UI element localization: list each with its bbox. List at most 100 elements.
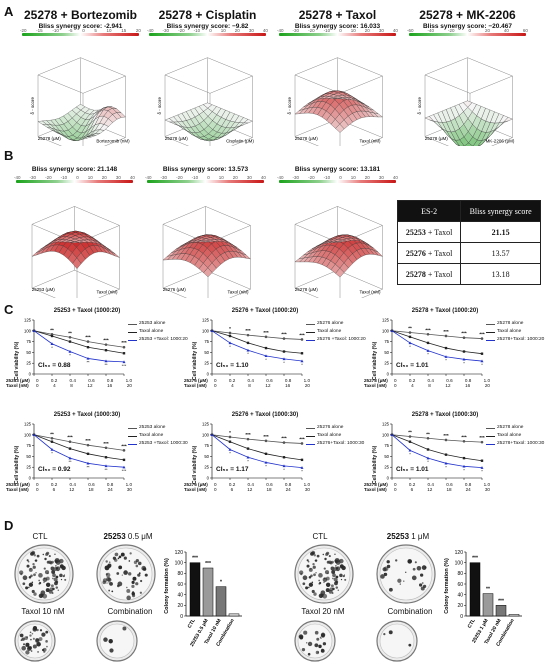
z-axis-label: δ - score xyxy=(287,96,292,114)
significance-marker: *** xyxy=(498,598,504,604)
data-point xyxy=(264,346,268,350)
colony xyxy=(31,589,35,594)
data-point xyxy=(264,460,268,464)
tick-label: -30 xyxy=(292,175,300,180)
box-edge xyxy=(491,137,513,146)
colony xyxy=(328,555,331,558)
line-chart-title: 25253 + Taxol (1000:20) xyxy=(53,308,121,314)
tick-label: 20 xyxy=(135,28,141,33)
colony xyxy=(335,586,339,589)
y-tick-label: 100 xyxy=(382,432,390,437)
significance-marker: *** xyxy=(85,438,91,443)
colony xyxy=(29,631,32,634)
data-point xyxy=(50,342,54,345)
table-header-cell: Bliss synergy score xyxy=(460,200,541,222)
dose-row: Taxol (nM) 0 6 12 18 24 30 xyxy=(6,487,132,492)
colony xyxy=(45,582,51,587)
tick-label: 40 xyxy=(392,175,398,180)
colony xyxy=(54,553,56,555)
colony xyxy=(320,648,325,653)
synergy-surface-plot: Bortezomib (nM) 25278 (μM) δ - score xyxy=(30,57,130,146)
colony xyxy=(132,576,137,581)
box-edge xyxy=(205,206,251,226)
colony xyxy=(52,573,56,578)
y-tick-label: 125 xyxy=(382,318,390,323)
colony xyxy=(53,577,58,582)
data-point xyxy=(228,341,232,345)
colony xyxy=(137,573,141,577)
tick-label: -40 xyxy=(14,175,21,180)
significance-marker: *** xyxy=(443,329,449,334)
dose-value: 6 xyxy=(230,487,234,492)
dose-value: 20 xyxy=(126,383,132,388)
dose-value: 12 xyxy=(427,487,433,492)
legend-label: 25276 +Taxol: 1000:20 xyxy=(317,337,366,342)
y-tick-label: 100 xyxy=(202,328,210,333)
y-tick-label: 120 xyxy=(455,550,464,556)
legend-swatch xyxy=(306,331,315,333)
significance-marker: * xyxy=(301,362,303,367)
colony xyxy=(26,559,29,562)
synergy-surface-plot: Taxol (nM) 25278 (μM) δ - score xyxy=(287,57,383,146)
box-edge xyxy=(467,57,513,77)
colony xyxy=(51,570,56,574)
tick-label: -40 xyxy=(277,175,284,180)
colony xyxy=(420,573,424,577)
data-point xyxy=(426,456,430,460)
legend-entry: Taxol alone xyxy=(486,432,544,440)
tick-label: 40 xyxy=(260,175,266,180)
significance-marker: * xyxy=(481,362,483,367)
legend-label: 25276+Taxol: 1000:30 xyxy=(317,441,365,446)
significance-marker: *** xyxy=(461,434,467,439)
bliss-score-label: Bliss synergy score: 16.033 xyxy=(294,23,381,30)
z-axis-label: δ - score xyxy=(30,96,35,114)
series-line xyxy=(33,434,125,451)
colony xyxy=(135,559,139,563)
data-point xyxy=(264,354,268,358)
y-tick-label: 75 xyxy=(26,443,31,448)
dose-value: 0 xyxy=(394,487,397,492)
tick-label: 10 xyxy=(87,175,93,180)
z-axis-label: δ - score xyxy=(417,96,422,114)
dose-table: 25278 (μM) 0 0.2 0.4 0.6 0.8 1.0 Taxol (nM) 0 6 12… xyxy=(364,482,490,492)
box-edge xyxy=(37,136,62,146)
y-tick-label: 50 xyxy=(384,454,389,459)
data-point xyxy=(444,346,448,350)
color-scale-ticks: -40 -30 -20 -10 0 10 20 30 40 xyxy=(14,175,135,180)
data-point xyxy=(264,452,268,456)
data-point xyxy=(104,359,108,363)
dose-row: 25253 (μM) 0 0.2 0.4 0.6 0.8 1.0 xyxy=(6,378,132,383)
colony xyxy=(334,553,336,555)
data-point xyxy=(50,436,54,440)
colony xyxy=(420,586,425,591)
dish-label: CTL xyxy=(12,532,68,541)
legend-entry: Taxol alone xyxy=(306,432,364,440)
significance-marker: ** xyxy=(68,330,72,335)
colony xyxy=(306,642,308,644)
tick-label: -10 xyxy=(323,28,331,33)
colony xyxy=(117,581,123,587)
significance-marker: *** xyxy=(245,328,251,333)
legend-entry: 25253 +Taxol: 1000:20 xyxy=(128,336,188,344)
colony xyxy=(114,552,119,557)
dose-values: 0 0.2 0.4 0.6 0.8 1.0 xyxy=(394,378,490,383)
data-point xyxy=(282,357,286,361)
significance-marker: * xyxy=(51,450,53,455)
data-point xyxy=(264,439,268,443)
colony xyxy=(321,633,325,638)
petri-dish-compound xyxy=(96,544,156,604)
colony xyxy=(28,586,30,589)
bliss-score-label: Bliss synergy score: −20.467 xyxy=(422,23,513,30)
tick-label: 20 xyxy=(364,175,370,180)
data-point xyxy=(480,466,484,469)
box-edge xyxy=(82,75,126,94)
colony xyxy=(22,575,28,581)
colony xyxy=(331,570,336,574)
colony xyxy=(35,638,40,642)
dose-row-label: 25278 (μM) xyxy=(364,378,388,383)
dish-label: CTL xyxy=(292,532,348,541)
significance-marker: * xyxy=(247,351,249,356)
significance-marker: *** xyxy=(263,330,269,335)
x-axis-label: Cisplatin (μM) xyxy=(226,138,254,143)
ci50-label: CI₅₀ = 1.01 xyxy=(396,362,429,369)
